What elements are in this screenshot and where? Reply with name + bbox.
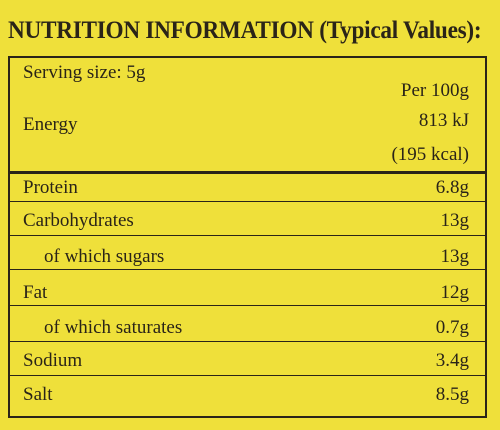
sodium-label: Sodium — [23, 350, 83, 371]
nutrition-table: Serving size: 5g Per 100g Energy 813 kJ … — [8, 56, 487, 418]
nutrition-title: NUTRITION INFORMATION (Typical Values): — [8, 17, 482, 44]
table-divider — [10, 375, 485, 376]
salt-label: Salt — [23, 384, 53, 405]
energy-kcal-value: (195 kcal) — [391, 144, 469, 165]
saturates-label: of which saturates — [44, 317, 183, 338]
sugars-label: of which sugars — [44, 246, 165, 267]
sodium-value: 3.4g — [435, 350, 469, 371]
protein-value: 6.8g — [435, 177, 469, 198]
table-divider — [10, 171, 485, 174]
energy-kj-value: 813 kJ — [418, 110, 469, 131]
table-divider — [10, 305, 485, 306]
table-divider — [10, 341, 485, 342]
serving-size: Serving size: 5g — [23, 62, 146, 83]
column-header-per-100g: Per 100g — [400, 80, 469, 101]
table-divider — [10, 235, 485, 236]
table-divider — [10, 269, 485, 270]
table-divider — [10, 201, 485, 202]
fat-value: 12g — [440, 282, 470, 303]
carbohydrates-value: 13g — [440, 210, 470, 231]
energy-label: Energy — [23, 114, 78, 135]
saturates-value: 0.7g — [435, 317, 469, 338]
fat-label: Fat — [23, 282, 48, 303]
sugars-value: 13g — [440, 246, 470, 267]
carbohydrates-label: Carbohydrates — [23, 210, 134, 231]
protein-label: Protein — [23, 177, 78, 198]
salt-value: 8.5g — [435, 384, 469, 405]
